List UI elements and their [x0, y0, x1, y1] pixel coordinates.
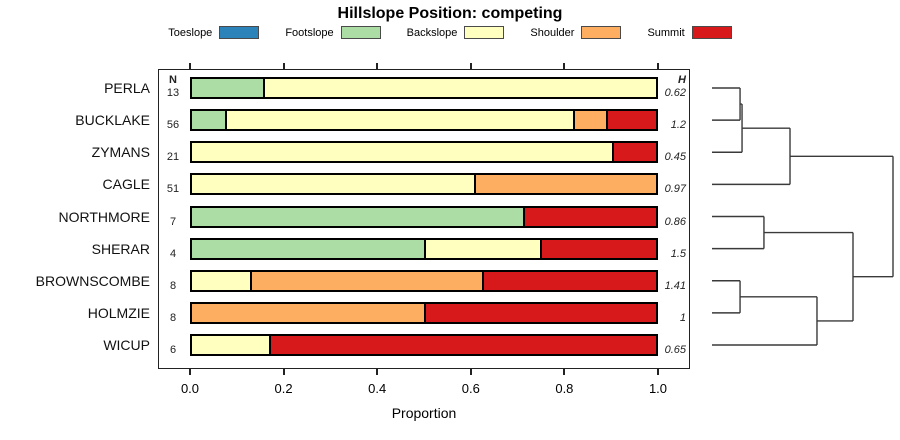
axis-tick-label: 0.2: [274, 381, 293, 396]
h-value: 0.97: [664, 183, 686, 196]
row-label-zymans: ZYMANS: [91, 144, 150, 161]
bar-segment-shoulder: [572, 111, 607, 130]
legend-label: Backslope: [406, 26, 458, 39]
row-label-wicup: WICUP: [103, 337, 150, 353]
bar-segment-backslope: [192, 175, 475, 194]
legend-swatch-backslope: [464, 26, 505, 39]
h-value: 1.5: [670, 247, 686, 260]
row-label-sherar: SHERAR: [91, 240, 150, 257]
legend-item-summit: Summit: [647, 26, 732, 39]
h-value: 0.86: [664, 215, 686, 228]
axis-tick-bottom: [189, 369, 191, 375]
bar-bucklake: [190, 109, 658, 132]
bar-segment-footslope: [192, 239, 424, 258]
bar-segment-footslope: [192, 79, 264, 97]
n-value: 7: [169, 215, 177, 228]
h-value: 0.45: [664, 151, 686, 164]
axis-tick-bottom: [657, 369, 659, 375]
row-label-holmzie: HOLMZIE: [87, 304, 150, 321]
h-value: 1.41: [664, 279, 686, 292]
axis-tick-bottom: [469, 369, 472, 375]
bar-segment-backslope: [263, 79, 656, 97]
bar-segment-summit: [424, 303, 656, 322]
legend-item-backslope: Backslope: [407, 26, 505, 39]
bar-zymans: [190, 141, 658, 164]
bar-segment-backslope: [424, 239, 540, 258]
legend-label: Footslope: [285, 26, 334, 39]
legend: Toeslope Footslope Backslope Shoulder Summit: [0, 26, 900, 39]
axis-tick-top: [189, 63, 191, 69]
x-axis-label: Proportion: [391, 405, 457, 421]
legend-item-shoulder: Shoulder: [530, 26, 622, 39]
row-label-perla: PERLA: [104, 80, 150, 96]
legend-swatch-toeslope: [219, 26, 260, 39]
bar-wicup: [190, 334, 658, 356]
bar-perla: [190, 77, 658, 99]
n-value: 56: [166, 119, 180, 132]
n-value: 21: [166, 151, 180, 164]
bar-segment-summit: [606, 111, 656, 130]
n-value: 8: [169, 279, 177, 292]
n-value: 8: [169, 311, 177, 324]
n-value: 13: [166, 87, 180, 99]
axis-tick-label: 0.0: [180, 381, 200, 396]
bar-sherar: [190, 237, 658, 260]
row-label-brownscombe: BROWNSCOMBE: [35, 272, 150, 289]
n-column-header: N: [169, 74, 177, 86]
bar-segment-backslope: [192, 336, 270, 354]
bar-segment-backslope: [192, 143, 612, 162]
row-label-bucklake: BUCKLAKE: [75, 112, 150, 129]
h-value: 0.62: [664, 87, 686, 99]
bar-segment-backslope: [224, 111, 573, 130]
bar-segment-shoulder: [474, 175, 656, 194]
axis-tick-bottom: [282, 369, 285, 375]
axis-tick-top: [282, 63, 285, 69]
n-value: 4: [169, 247, 177, 260]
axis-tick-label: 0.6: [461, 381, 480, 396]
legend-swatch-summit: [691, 26, 732, 39]
bar-northmore: [190, 205, 658, 228]
axis-tick-top: [376, 63, 379, 69]
n-value: 6: [169, 344, 177, 356]
axis-tick-top: [469, 63, 472, 69]
bar-segment-summit: [611, 143, 656, 162]
bar-holmzie: [190, 301, 658, 324]
bar-segment-backslope: [192, 271, 250, 290]
axis-tick-bottom: [376, 369, 379, 375]
bar-segment-footslope: [192, 111, 225, 130]
axis-tick-top: [657, 63, 659, 69]
bar-segment-summit: [523, 207, 656, 226]
bar-segment-summit: [269, 336, 656, 354]
legend-label: Toeslope: [168, 26, 213, 39]
bar-cagle: [190, 173, 658, 196]
plot-box: [158, 69, 690, 369]
legend-swatch-footslope: [340, 26, 381, 39]
axis-tick-bottom: [563, 369, 566, 375]
bar-segment-summit: [540, 239, 656, 258]
h-value: 0.65: [664, 344, 686, 356]
bar-brownscombe: [190, 269, 658, 292]
legend-label: Summit: [647, 26, 685, 39]
row-label-cagle: CAGLE: [102, 176, 150, 193]
n-value: 51: [166, 183, 180, 196]
axis-tick-label: 0.8: [555, 381, 574, 396]
bar-segment-shoulder: [250, 271, 482, 290]
axis-tick-label: 0.4: [368, 381, 387, 396]
chart-title: Hillslope Position: competing: [337, 5, 563, 22]
bar-segment-summit: [482, 271, 656, 290]
h-value: 1: [679, 311, 686, 324]
axis-tick-top: [563, 63, 566, 69]
h-column-header: H: [678, 74, 686, 86]
bar-segment-footslope: [192, 207, 524, 226]
h-value: 1.2: [670, 119, 686, 132]
bar-segment-shoulder: [192, 303, 424, 322]
row-label-northmore: NORTHMORE: [58, 208, 150, 225]
legend-item-footslope: Footslope: [285, 26, 381, 39]
legend-label: Shoulder: [530, 26, 575, 39]
legend-item-toeslope: Toeslope: [168, 26, 260, 39]
axis-tick-label: 1.0: [648, 381, 668, 396]
legend-swatch-shoulder: [581, 26, 622, 39]
